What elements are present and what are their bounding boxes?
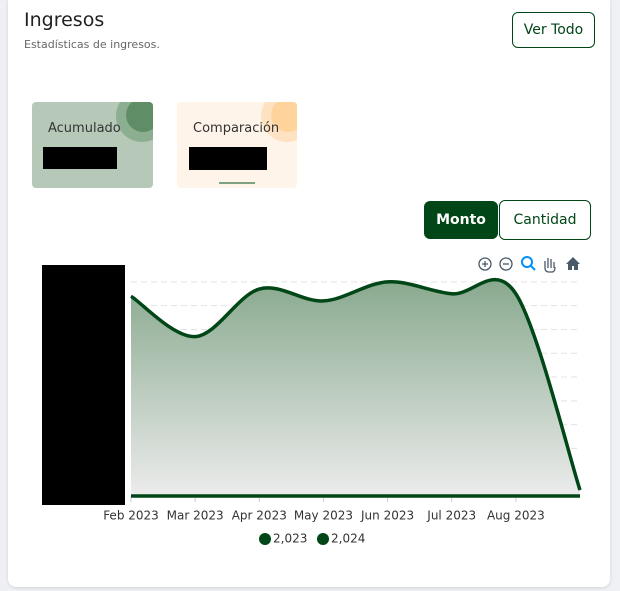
x-tick-label: Mar 2023 bbox=[167, 509, 224, 523]
x-tick-label: Jun 2023 bbox=[360, 509, 414, 523]
area bbox=[131, 279, 580, 496]
card-accumulated: Acumulado bbox=[32, 102, 153, 188]
x-tick-label: Apr 2023 bbox=[232, 509, 287, 523]
title: Ingresos bbox=[24, 9, 105, 31]
zoom-icon[interactable] bbox=[521, 256, 536, 271]
legend-label: 2,024 bbox=[331, 532, 365, 546]
zoom-out-icon[interactable] bbox=[499, 257, 513, 271]
toggle-quantity[interactable]: Cantidad bbox=[499, 200, 591, 240]
legend-marker bbox=[317, 533, 329, 545]
zoom-in-icon[interactable] bbox=[478, 257, 492, 271]
underline bbox=[219, 182, 255, 184]
subtitle: Estadísticas de ingresos. bbox=[24, 38, 160, 51]
card-label: Acumulado bbox=[48, 121, 121, 136]
redacted bbox=[43, 147, 117, 169]
x-tick-label: Aug 2023 bbox=[487, 509, 545, 523]
pan-icon[interactable] bbox=[544, 258, 556, 273]
x-tick-label: Jul 2023 bbox=[426, 509, 476, 523]
card-comparison: Comparación bbox=[177, 102, 297, 188]
toggle-amount[interactable]: Monto bbox=[424, 201, 498, 239]
x-tick-label: Feb 2023 bbox=[103, 509, 159, 523]
legend-label: 2,023 bbox=[273, 532, 307, 546]
redacted-axis bbox=[42, 265, 125, 505]
card-label: Comparación bbox=[193, 121, 280, 136]
redacted bbox=[189, 147, 267, 170]
x-tick-label: May 2023 bbox=[294, 509, 353, 523]
legend-marker bbox=[259, 533, 271, 545]
toolbar bbox=[478, 256, 580, 273]
line bbox=[129, 278, 582, 491]
home-icon[interactable] bbox=[566, 257, 580, 270]
view-all-button[interactable]: Ver Todo bbox=[512, 12, 595, 48]
